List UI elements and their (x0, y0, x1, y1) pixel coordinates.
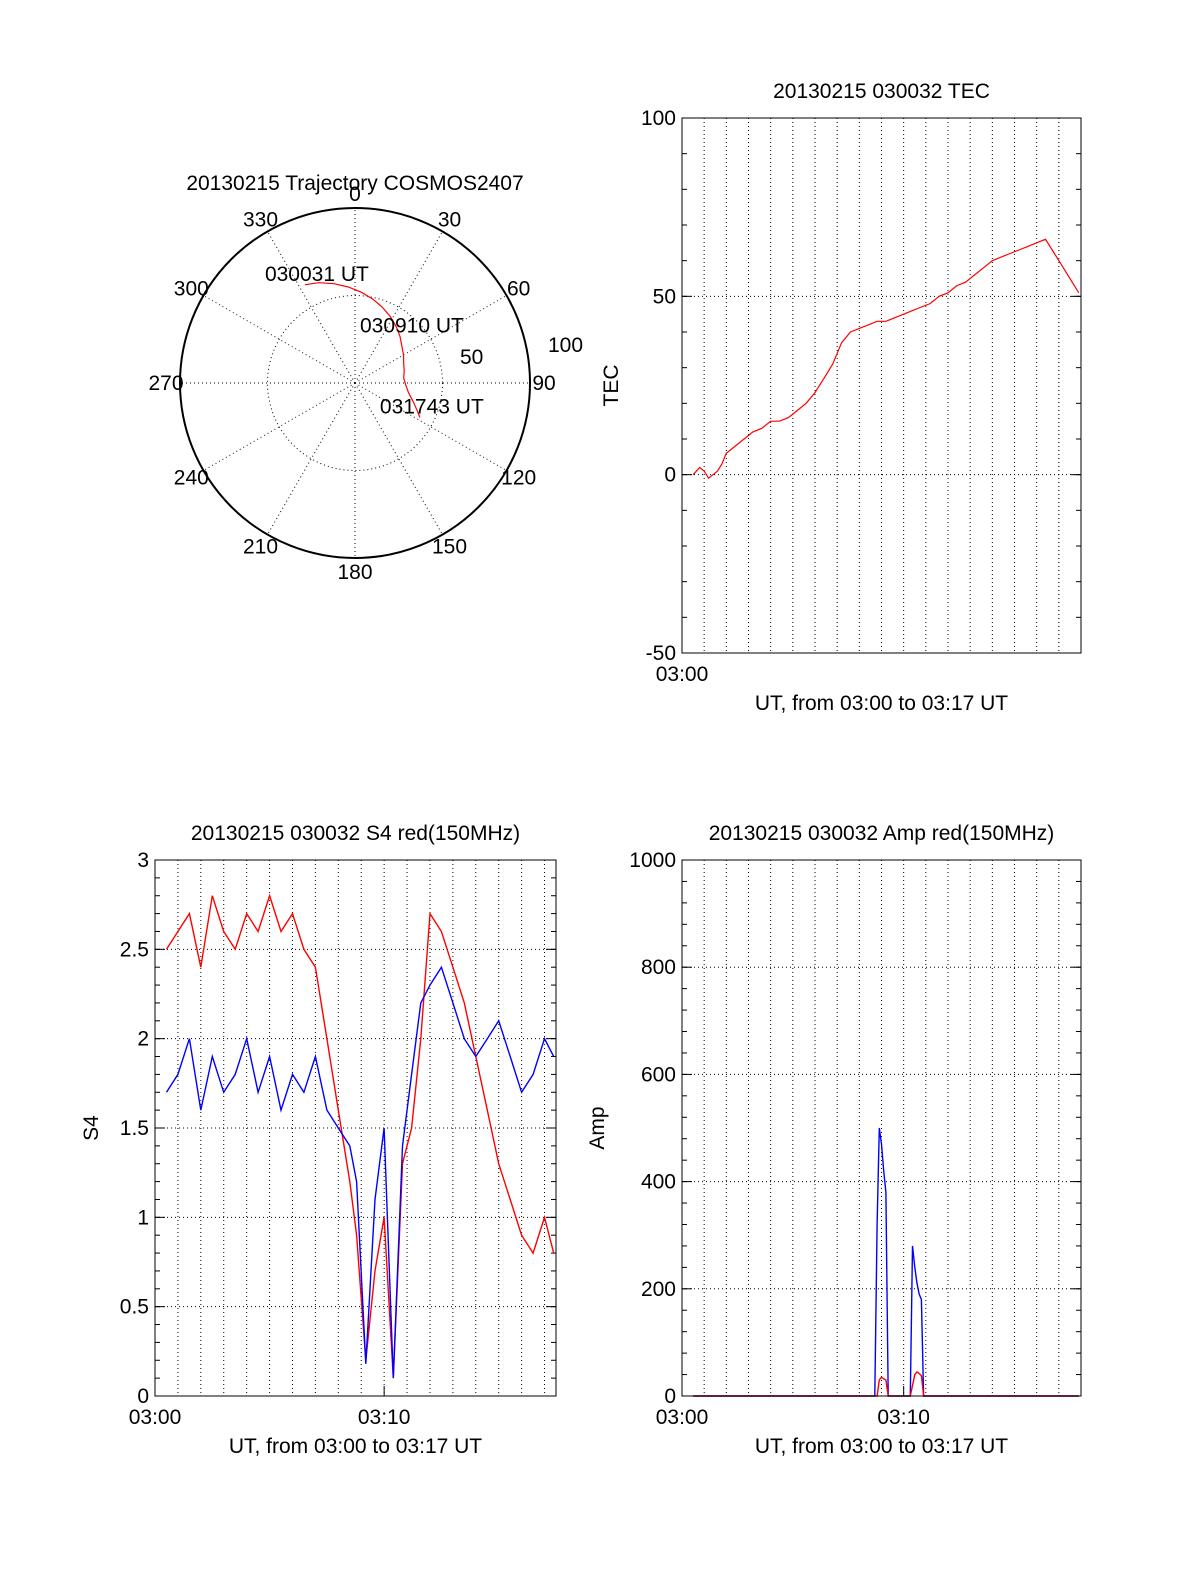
azimuth-label: 30 (438, 208, 461, 231)
polar-spoke (354, 231, 443, 384)
x-tick-label: 03:10 (358, 1406, 411, 1429)
azimuth-label: 210 (243, 536, 278, 559)
trajectory-time-label: 030031 UT (265, 263, 369, 286)
y-tick-label: 1.5 (120, 1117, 149, 1140)
y-tick-label: 0 (664, 1385, 676, 1408)
azimuth-label: 300 (174, 278, 209, 301)
y-tick-label: 800 (641, 956, 676, 979)
azimuth-label: 60 (507, 278, 530, 301)
data-series-line (165, 893, 555, 1379)
data-series-line (693, 1370, 1079, 1397)
x-tick-label: 03:00 (129, 1406, 182, 1429)
y-tick-label: 200 (641, 1278, 676, 1301)
polar-outer-ring (179, 207, 531, 559)
data-series-line (693, 1127, 1079, 1397)
chart-title: 20130215 030032 Amp red(150MHz) (709, 822, 1055, 845)
chart-title: 20130215 030032 S4 red(150MHz) (191, 822, 520, 845)
azimuth-label: 90 (532, 372, 555, 395)
y-tick-label: 2 (137, 1028, 149, 1051)
polar-ring-50 (267, 295, 443, 471)
y-tick-label: 50 (653, 285, 676, 308)
x-tick-label: 03:00 (656, 1406, 709, 1429)
azimuth-label: 150 (432, 536, 467, 559)
y-tick-label: 1000 (629, 849, 676, 872)
y-tick-label: 2.5 (120, 938, 149, 961)
y-axis-label: TEC (600, 365, 623, 407)
azimuth-label: 180 (337, 561, 372, 584)
azimuth-label: 120 (501, 467, 536, 490)
tec-chart: -50 0 50 100 03:00 20130215 030032 TEC UT, fro… (600, 80, 1082, 715)
polar-spoke (267, 231, 356, 384)
plot-frame (681, 117, 1082, 654)
azimuth-label: 0 (349, 183, 361, 206)
azimuth-label: 330 (243, 208, 278, 231)
y-tick-label: 0 (137, 1385, 149, 1408)
y-tick-label: 400 (641, 1171, 676, 1194)
y-axis-label: Amp (586, 1106, 609, 1149)
x-axis-label: UT, from 03:00 to 03:17 UT (229, 1435, 482, 1458)
x-axis-label: UT, from 03:00 to 03:17 UT (755, 1435, 1008, 1458)
radial-label: 100 (548, 334, 583, 357)
y-tick-label: 0.5 (120, 1296, 149, 1319)
x-tick-label: 03:10 (877, 1406, 930, 1429)
y-tick-label: 3 (137, 849, 149, 872)
plot-frame (154, 859, 557, 1397)
polar-spoke (354, 295, 507, 384)
trajectory-time-label: 031743 UT (380, 396, 484, 419)
y-tick-label: 1 (137, 1206, 149, 1229)
y-tick-label: 600 (641, 1063, 676, 1086)
y-tick-label: 0 (664, 464, 676, 487)
azimuth-label: 240 (174, 467, 209, 490)
x-axis-label: UT, from 03:00 to 03:17 UT (755, 692, 1008, 715)
y-tick-label: -50 (646, 642, 676, 665)
y-tick-label: 100 (641, 107, 676, 130)
radial-label: 50 (460, 346, 483, 369)
polar-title: 20130215 Trajectory COSMOS2407 (186, 172, 523, 195)
s4-chart: 0 0.5 1 1.5 2 2.5 3 03:00 03:10 20130215 030032 S… (80, 822, 557, 1458)
amp-chart: 0 200 400 600 800 1000 03:00 03:10 20130215 0300… (586, 822, 1082, 1458)
plot-frame (681, 859, 1082, 1397)
azimuth-label: 270 (148, 372, 183, 395)
data-series-line (692, 238, 1080, 480)
trajectory-line (304, 282, 421, 418)
trajectory-time-label: 030910 UT (360, 314, 464, 337)
polar-spoke (267, 382, 356, 535)
x-tick-label: 03:00 (656, 663, 709, 686)
y-axis-label: S4 (80, 1115, 103, 1141)
data-series-line (165, 965, 555, 1379)
chart-title: 20130215 030032 TEC (773, 80, 990, 103)
